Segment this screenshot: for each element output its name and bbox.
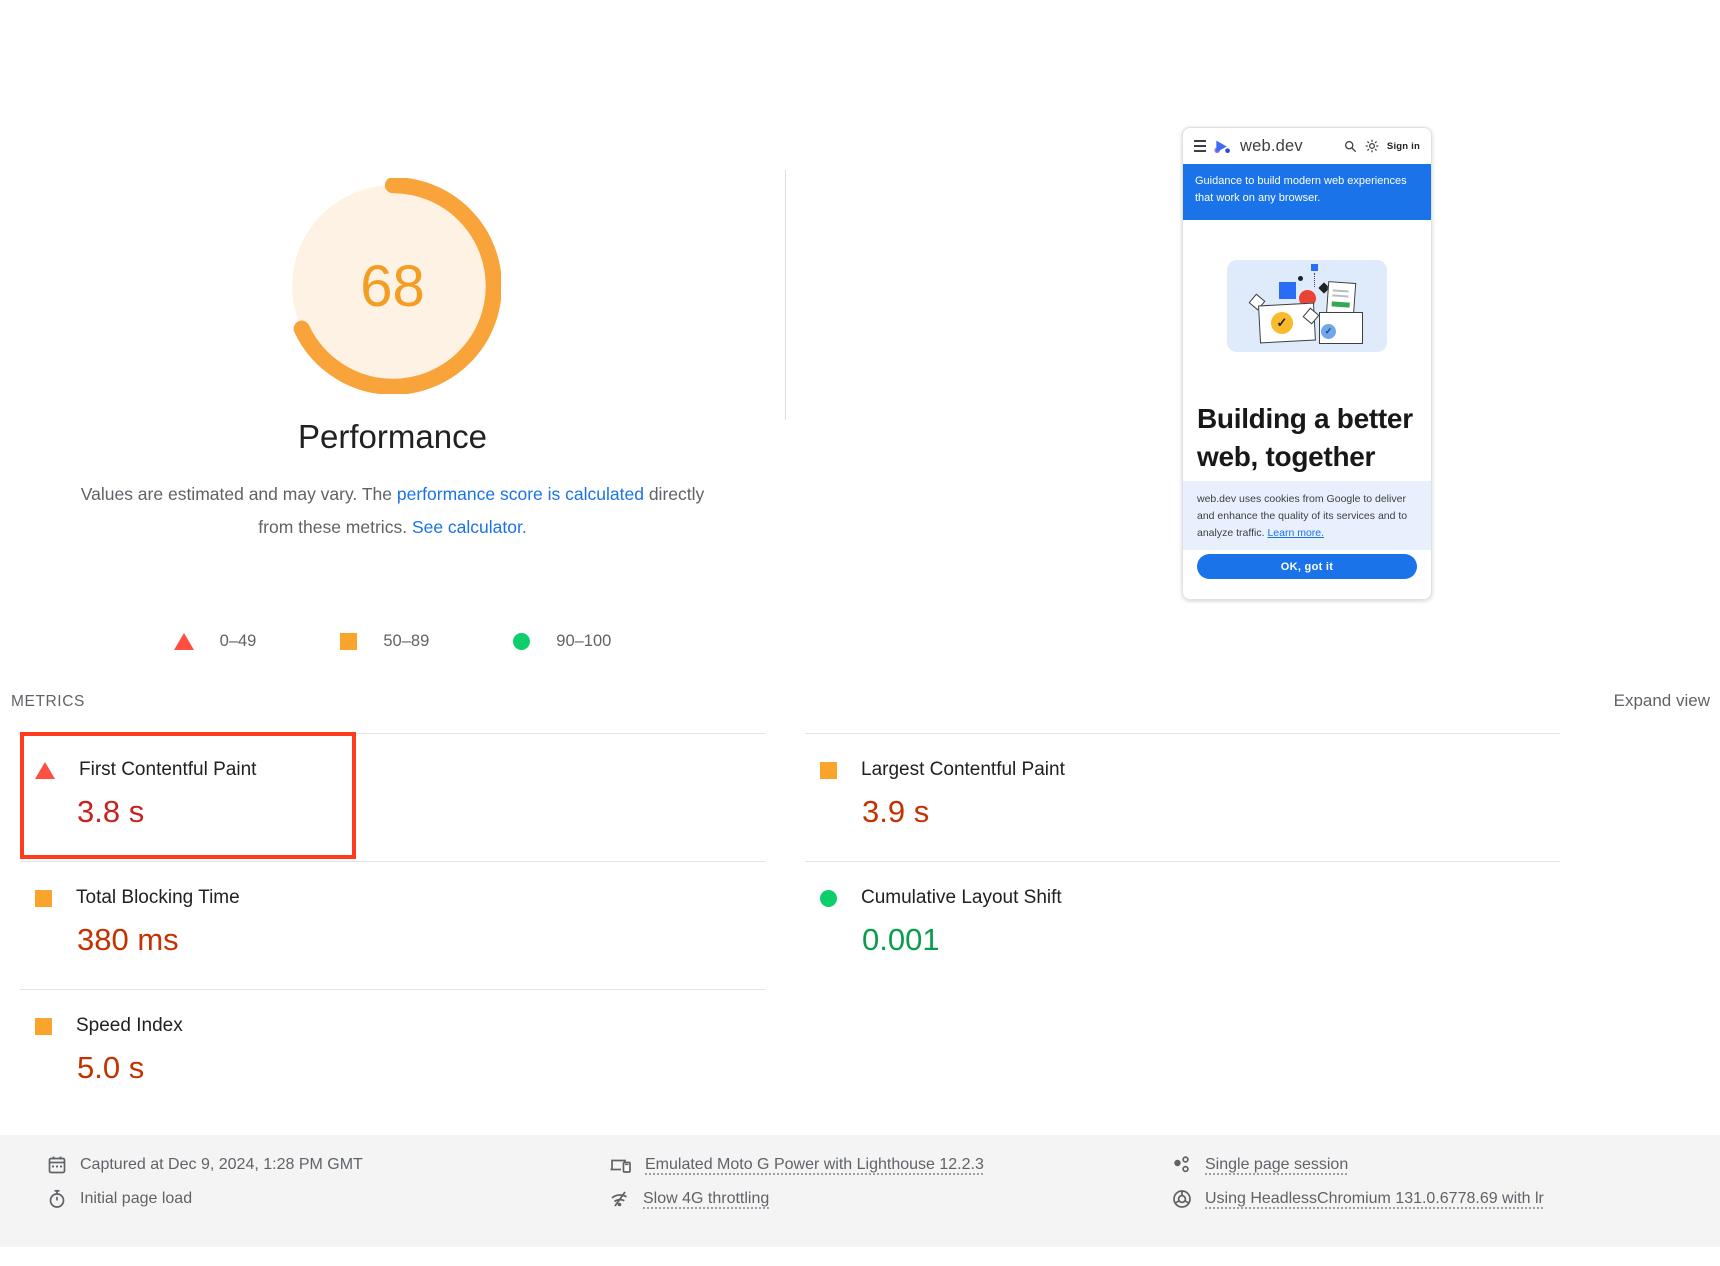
- thumb-banner: Guidance to build modern web experiences…: [1183, 164, 1431, 220]
- metrics-section-heading: METRICS: [11, 693, 85, 710]
- summary-vertical-divider: [785, 170, 786, 420]
- samples-icon: [1174, 1156, 1189, 1173]
- thumb-cookie-banner: web.dev uses cookies from Google to deli…: [1183, 481, 1431, 550]
- legend-pass: 90–100: [513, 632, 611, 651]
- footer-captured-at: Captured at Dec 9, 2024, 1:28 PM GMT: [47, 1155, 610, 1175]
- pass-circle-icon: [820, 889, 837, 907]
- performance-score: 68: [360, 253, 425, 319]
- footer-initial-page-load: Initial page load: [47, 1189, 610, 1209]
- metric-value: 5.0 s: [77, 1050, 145, 1085]
- metric-label: Cumulative Layout Shift: [861, 887, 1062, 908]
- metric-total-blocking-time: Total Blocking Time 380 ms: [20, 861, 765, 989]
- thumb-heading: Building a better web, together: [1197, 403, 1413, 472]
- metric-cumulative-layout-shift: Cumulative Layout Shift 0.001: [805, 861, 1560, 989]
- theme-brightness-icon: [1365, 139, 1379, 153]
- legend-average: 50–89: [340, 632, 429, 651]
- pass-circle-icon: [513, 633, 531, 650]
- metric-speed-index: Speed Index 5.0 s: [20, 989, 765, 1117]
- thumb-illustration: ✓ ✓: [1227, 260, 1387, 352]
- footer-emulated-device[interactable]: Emulated Moto G Power with Lighthouse 12…: [610, 1155, 1172, 1175]
- thumb-header-actions: Sign in: [1344, 139, 1420, 153]
- metric-value: 3.9 s: [862, 794, 930, 829]
- performance-description: Values are estimated and may vary. The p…: [65, 478, 720, 544]
- expand-view-link[interactable]: Expand view: [1613, 691, 1710, 710]
- thumb-site-header: web.dev Sign in: [1183, 128, 1431, 164]
- performance-gauge[interactable]: 68: [283, 177, 502, 395]
- search-icon: [1344, 140, 1357, 152]
- average-square-icon: [35, 889, 52, 907]
- footer-chromium[interactable]: Using HeadlessChromium 131.0.6778.69 wit…: [1172, 1189, 1720, 1209]
- score-legend: 0–49 50–89 90–100: [0, 632, 785, 651]
- thumb-site-name: web.dev: [1240, 136, 1303, 155]
- legend-fail: 0–49: [173, 632, 257, 651]
- devices-icon: [610, 1159, 631, 1173]
- average-square-icon: [340, 633, 358, 650]
- network-throttle-icon: [611, 1191, 627, 1207]
- metric-label: First Contentful Paint: [79, 759, 257, 780]
- metric-value: 0.001: [862, 922, 940, 957]
- calendar-icon: [48, 1156, 66, 1174]
- initial-page-load-text: Initial page load: [80, 1190, 193, 1207]
- session-text[interactable]: Single page session: [1205, 1156, 1349, 1173]
- metrics-grid: First Contentful Paint 3.8 s Largest Con…: [20, 732, 1560, 1117]
- legend-pass-range: 90–100: [556, 632, 612, 650]
- metric-value: 3.8 s: [77, 794, 145, 829]
- hamburger-menu-icon: [1194, 140, 1206, 152]
- metric-label: Largest Contentful Paint: [861, 759, 1065, 780]
- check-badge-yellow: ✓: [1271, 312, 1293, 334]
- stopwatch-icon: [49, 1189, 65, 1208]
- check-badge-blue: ✓: [1321, 324, 1336, 339]
- description-text-1: Values are estimated and may vary. The: [80, 484, 393, 504]
- performance-score-calculated-link[interactable]: performance score is calculated: [396, 484, 644, 504]
- see-calculator-link[interactable]: See calculator.: [411, 517, 527, 537]
- metric-value: 380 ms: [77, 922, 179, 957]
- average-square-icon: [35, 1017, 52, 1035]
- webdev-logo-icon: [1214, 140, 1230, 153]
- ok-got-it-button: OK, got it: [1197, 554, 1417, 579]
- chromium-icon: [1173, 1190, 1191, 1208]
- metric-label: Total Blocking Time: [76, 887, 240, 908]
- metric-largest-contentful-paint: Largest Contentful Paint 3.9 s: [805, 733, 1560, 861]
- metric-first-contentful-paint: First Contentful Paint 3.8 s: [20, 732, 765, 861]
- fail-triangle-icon: [35, 761, 55, 779]
- captured-at-text: Captured at Dec 9, 2024, 1:28 PM GMT: [80, 1156, 363, 1173]
- chromium-text[interactable]: Using HeadlessChromium 131.0.6778.69 wit…: [1205, 1190, 1544, 1207]
- performance-summary: 68 Performance Values are estimated and …: [0, 0, 785, 651]
- sign-in-label: Sign in: [1386, 140, 1420, 152]
- throttling-text[interactable]: Slow 4G throttling: [643, 1190, 770, 1207]
- learn-more-link: Learn more.: [1267, 527, 1325, 539]
- footer-session[interactable]: Single page session: [1172, 1155, 1720, 1175]
- gauge-arc-svg: [283, 177, 502, 395]
- description-text-2: directly from these metrics.: [258, 484, 705, 537]
- performance-title: Performance: [298, 418, 487, 455]
- fail-triangle-icon: [173, 633, 194, 650]
- metric-label: Speed Index: [76, 1015, 183, 1036]
- footer-throttling[interactable]: Slow 4G throttling: [610, 1189, 1172, 1209]
- emulated-device-text[interactable]: Emulated Moto G Power with Lighthouse 12…: [645, 1156, 984, 1173]
- legend-fail-range: 0–49: [219, 632, 257, 650]
- legend-average-range: 50–89: [383, 632, 430, 650]
- metric-empty-cell: [805, 989, 1560, 1117]
- report-footer: Captured at Dec 9, 2024, 1:28 PM GMT Ini…: [0, 1135, 1720, 1247]
- average-square-icon: [820, 761, 837, 779]
- final-screenshot-thumbnail[interactable]: web.dev Sign in Guidance t: [1182, 127, 1432, 600]
- cookie-text: web.dev uses cookies from Google to deli…: [1197, 493, 1408, 539]
